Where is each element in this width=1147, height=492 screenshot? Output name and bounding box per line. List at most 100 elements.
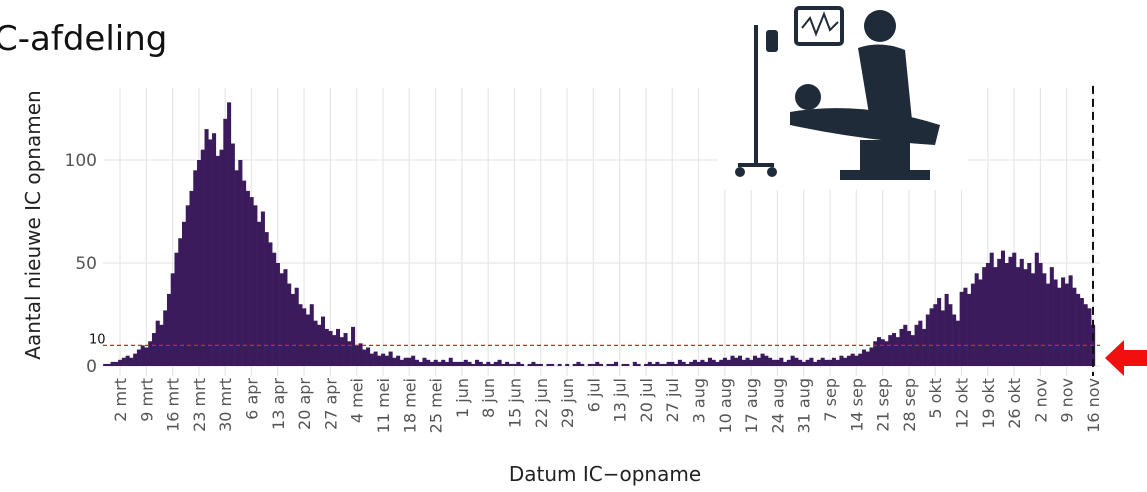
bar [520,363,525,366]
bar [989,252,994,366]
bar [253,205,258,366]
bar [835,359,840,366]
bar [756,357,761,366]
bar [441,359,446,366]
bar [598,363,604,366]
bar [362,349,367,366]
bar [839,355,844,366]
bar [892,333,897,366]
bar [783,361,788,366]
bar [332,335,337,366]
arrow [1105,340,1147,376]
bar [486,361,491,366]
bar [903,324,908,366]
bar [448,357,453,366]
bar [392,357,397,366]
bar [937,298,942,366]
bar [869,347,874,366]
bar [884,341,889,366]
bar [670,361,675,366]
bar [621,363,626,366]
bar [140,345,145,366]
bar [899,328,904,366]
bar [854,355,859,366]
x-tick-label: 16 mrt [164,378,183,432]
bar [242,180,247,366]
bar [166,293,172,366]
bar [324,328,329,366]
bar [227,102,232,366]
bar [1038,263,1043,366]
bar [576,361,581,366]
bar [144,347,149,366]
bar [223,118,228,366]
bar [482,363,487,366]
bar [535,363,540,366]
bar [974,273,979,366]
x-tick-label: 10 aug [716,378,735,434]
bar [163,310,168,366]
x-tick-label: 27 jul [663,378,682,422]
x-tick-label: 4 mei [348,378,367,423]
x-tick-label: 5 okt [926,378,945,419]
bar [674,363,679,366]
x-tick-label: 20 jul [637,378,656,422]
bar [1068,275,1073,366]
bar [170,273,175,366]
bar [272,252,277,366]
bar [118,359,123,366]
x-tick-label: 26 okt [1005,378,1024,429]
x-tick-label: 12 okt [953,378,972,429]
chart-title: C-afdeling [0,19,167,59]
bar [133,353,138,366]
bar [1053,279,1058,366]
bar [677,359,682,366]
bar [103,363,108,366]
bar [260,211,265,366]
bar [794,357,799,366]
bar [1057,287,1062,366]
bar [993,267,998,366]
bar [279,273,284,366]
bar [865,351,870,366]
bar [730,355,735,366]
bar [336,328,341,366]
bar [467,361,472,366]
bar [696,361,701,366]
bar [1079,298,1084,366]
bar [651,363,656,366]
bar [452,361,457,366]
bar [185,205,190,366]
bar [429,361,434,366]
x-tick-label: 17 aug [742,378,761,434]
bar [358,343,363,366]
x-tick-label: 21 sep [874,378,893,432]
bar [366,347,371,366]
bar [403,357,408,366]
bar [1049,267,1054,366]
bar [1027,263,1032,366]
bar [565,363,570,366]
x-tick-label: 1 jun [453,378,472,418]
bar [760,353,765,366]
bar [764,355,769,366]
x-tick-label: 3 aug [690,378,709,423]
bar [437,361,442,366]
bar [309,304,314,366]
bar [298,304,303,366]
bar [985,263,990,366]
bar [726,359,731,366]
bar [294,287,299,366]
bar [737,355,743,366]
bar [1076,293,1081,366]
bar [475,359,480,366]
bar [245,190,250,366]
bar [959,291,964,366]
y-tick-label: 100 [65,151,97,171]
bar [824,359,829,366]
bar [264,232,269,366]
bar [181,221,187,366]
bar [283,269,288,366]
bar [719,359,724,366]
